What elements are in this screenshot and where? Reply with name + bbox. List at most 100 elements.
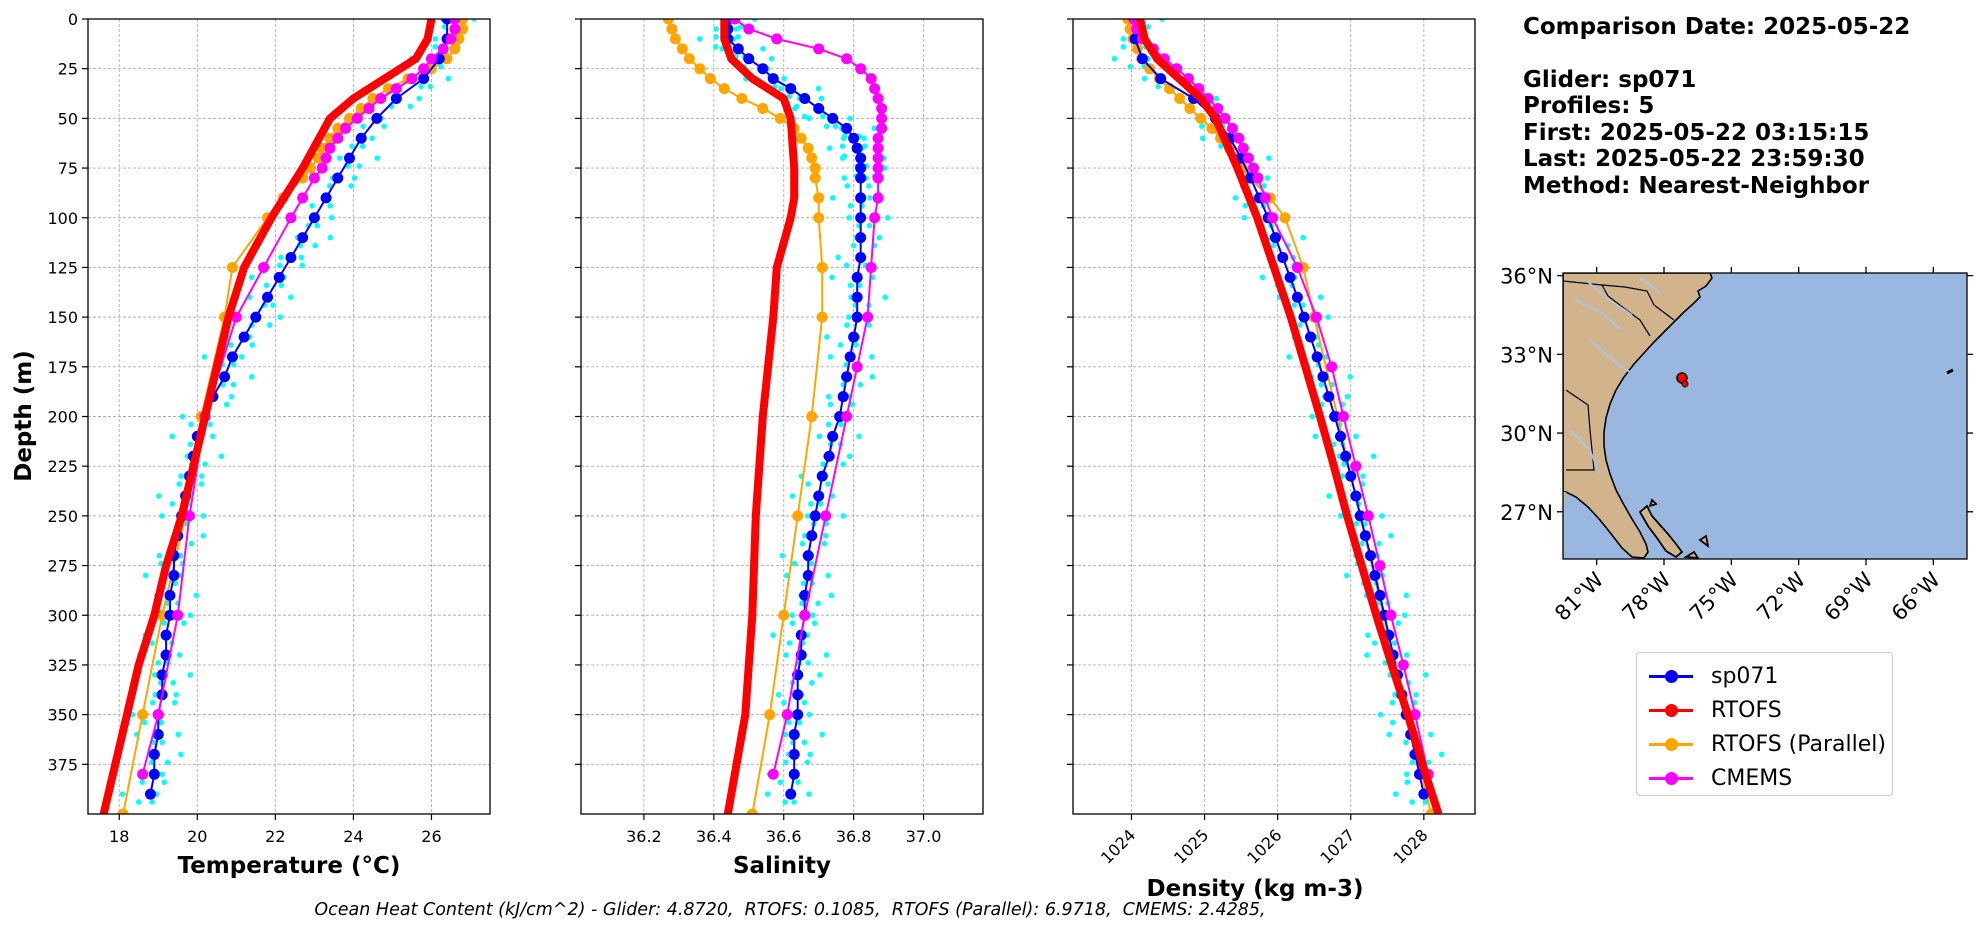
depth-tick-label: 350 (47, 706, 78, 725)
salinity-raw-profile-point (867, 195, 873, 201)
density-raw-profile-point (1388, 532, 1394, 539)
salinity-sp071-point (767, 73, 779, 85)
temperature-raw-profile-point (277, 262, 283, 269)
salinity-cmems-point (771, 33, 783, 45)
temperature-sp071-point (250, 311, 262, 323)
temperature-sp071-point (148, 748, 160, 760)
density-raw-profile-point (1403, 739, 1409, 746)
density-raw-profile-point (1318, 381, 1325, 388)
temperature-sp071-point (433, 53, 445, 65)
salinity-raw-profile-point (789, 620, 796, 626)
salinity-raw-profile-point (815, 85, 822, 92)
salinity-sp071-point (841, 371, 853, 383)
salinity-grid (581, 18, 983, 814)
salinity-raw-profile-point (827, 354, 834, 360)
salinity-raw-profile-point (808, 501, 814, 507)
density-sp071-point (1335, 430, 1347, 442)
temperature-cmems-point (437, 43, 449, 55)
salinity-raw-profile-point (770, 632, 776, 638)
salinity-raw-profile-point (786, 93, 793, 100)
legend-label-rtofs: RTOFS (1711, 697, 1782, 723)
salinity-raw-profile-point (808, 560, 815, 567)
salinity-sp071-point (743, 53, 755, 65)
salinity-raw-profile-point (800, 580, 807, 587)
density-raw-profile-point (1392, 791, 1399, 797)
temperature-raw-profile-point (248, 274, 255, 281)
density-raw-profile-point (1300, 234, 1306, 241)
temperature-sp071-point (308, 212, 320, 224)
temperature-raw-profile-point (369, 135, 375, 142)
salinity-sp071-point (788, 768, 800, 780)
salinity-raw-profile-point (760, 46, 766, 52)
temperature-raw-profile-point (119, 791, 126, 797)
salinity-cmems-point (820, 510, 832, 522)
temperature-raw-profile-point (407, 103, 414, 110)
salinity-raw-profile-point (841, 175, 848, 181)
temperature-raw-profile-point (228, 342, 234, 348)
salinity-raw-profile-point (713, 44, 719, 50)
salinity-raw-profile-point (824, 334, 830, 340)
temperature-cmems-point (183, 510, 195, 522)
density-raw-profile-point (1409, 799, 1415, 805)
temperature-raw-profile-point (187, 672, 194, 678)
density-raw-profile-point (1353, 433, 1359, 440)
depth-tick-label: 275 (47, 557, 78, 576)
temperature-rtofs-parallel-point (453, 33, 465, 45)
density-plot-area (1111, 19, 1445, 814)
temperature-cmems-point (449, 23, 461, 35)
salinity-sp071-point (792, 689, 804, 701)
salinity-sp071-point (855, 232, 867, 244)
map-lon-label: 78°W (1618, 567, 1676, 625)
salinity-cmems-point (813, 43, 825, 55)
density-ticks: 1024 1025 1026 1027 1028 (1067, 18, 1432, 868)
salinity-raw-profile-point (713, 34, 719, 40)
temperature-raw-profile-point (188, 540, 195, 547)
density-sp071-point (1136, 53, 1148, 65)
density-rtofs-parallel-point (1144, 63, 1156, 75)
temperature-sp071-point (168, 570, 180, 581)
temperature-raw-profile-point (249, 373, 255, 380)
temperature-cmems-point (406, 73, 418, 85)
temperature-raw-profile-point (381, 123, 387, 130)
density-raw-profile-point (1300, 302, 1306, 309)
density-cmems-point (1252, 172, 1264, 184)
density-raw-profile-point (1364, 652, 1370, 658)
temperature-raw-profile-point (299, 262, 306, 269)
temperature-raw-profile-point (359, 143, 366, 149)
temperature-raw-profile-point (418, 83, 424, 90)
salinity-raw-profile-point (853, 342, 860, 348)
temperature-cmems-point (320, 152, 332, 164)
salinity-sp071-point (732, 43, 744, 55)
temperature-raw-profile-point (445, 75, 452, 82)
density-raw-profile-point (1395, 620, 1402, 626)
density-cmems-point (1337, 411, 1349, 422)
temperature-cmems-point (449, 19, 461, 25)
map-lon-label: 81°W (1550, 567, 1608, 625)
density-sp071-point (1155, 73, 1167, 85)
salinity-raw-profile-point (829, 195, 836, 201)
temperature-sp071-point (285, 252, 297, 263)
salinity-raw-profile-point (850, 242, 857, 249)
density-raw-profile-point (1326, 493, 1332, 499)
density-raw-profile-point (1199, 135, 1206, 142)
salinity-cmems-point (872, 152, 884, 164)
density-raw-profile-point (1266, 155, 1272, 161)
salinity-raw-profile-point (805, 481, 811, 487)
temperature-sp071-point (219, 371, 231, 383)
salinity-sp071-point (851, 311, 863, 323)
density-cmems-point (1233, 132, 1245, 144)
salinity-raw-profile-point (844, 322, 850, 328)
map-lat-label: 36°N (1500, 265, 1553, 289)
temperature-panel: 0 25 50 75 100 125 150 175 200 225 250 275 300 325 350… (11, 10, 491, 879)
salinity-sp071-point (851, 142, 863, 154)
temperature-raw-profile-point (149, 799, 155, 805)
density-raw-profile-point (1402, 612, 1408, 619)
temperature-rtofs-parallel-point (117, 808, 129, 814)
density-sp071-point (1277, 252, 1289, 263)
depth-tick-label: 375 (47, 755, 78, 774)
salinity-rtofs-parallel-point (809, 172, 821, 184)
salinity-raw-profile-point (697, 36, 703, 42)
salinity-raw-profile-point (823, 532, 829, 539)
temperature-sp071-point (297, 232, 309, 244)
